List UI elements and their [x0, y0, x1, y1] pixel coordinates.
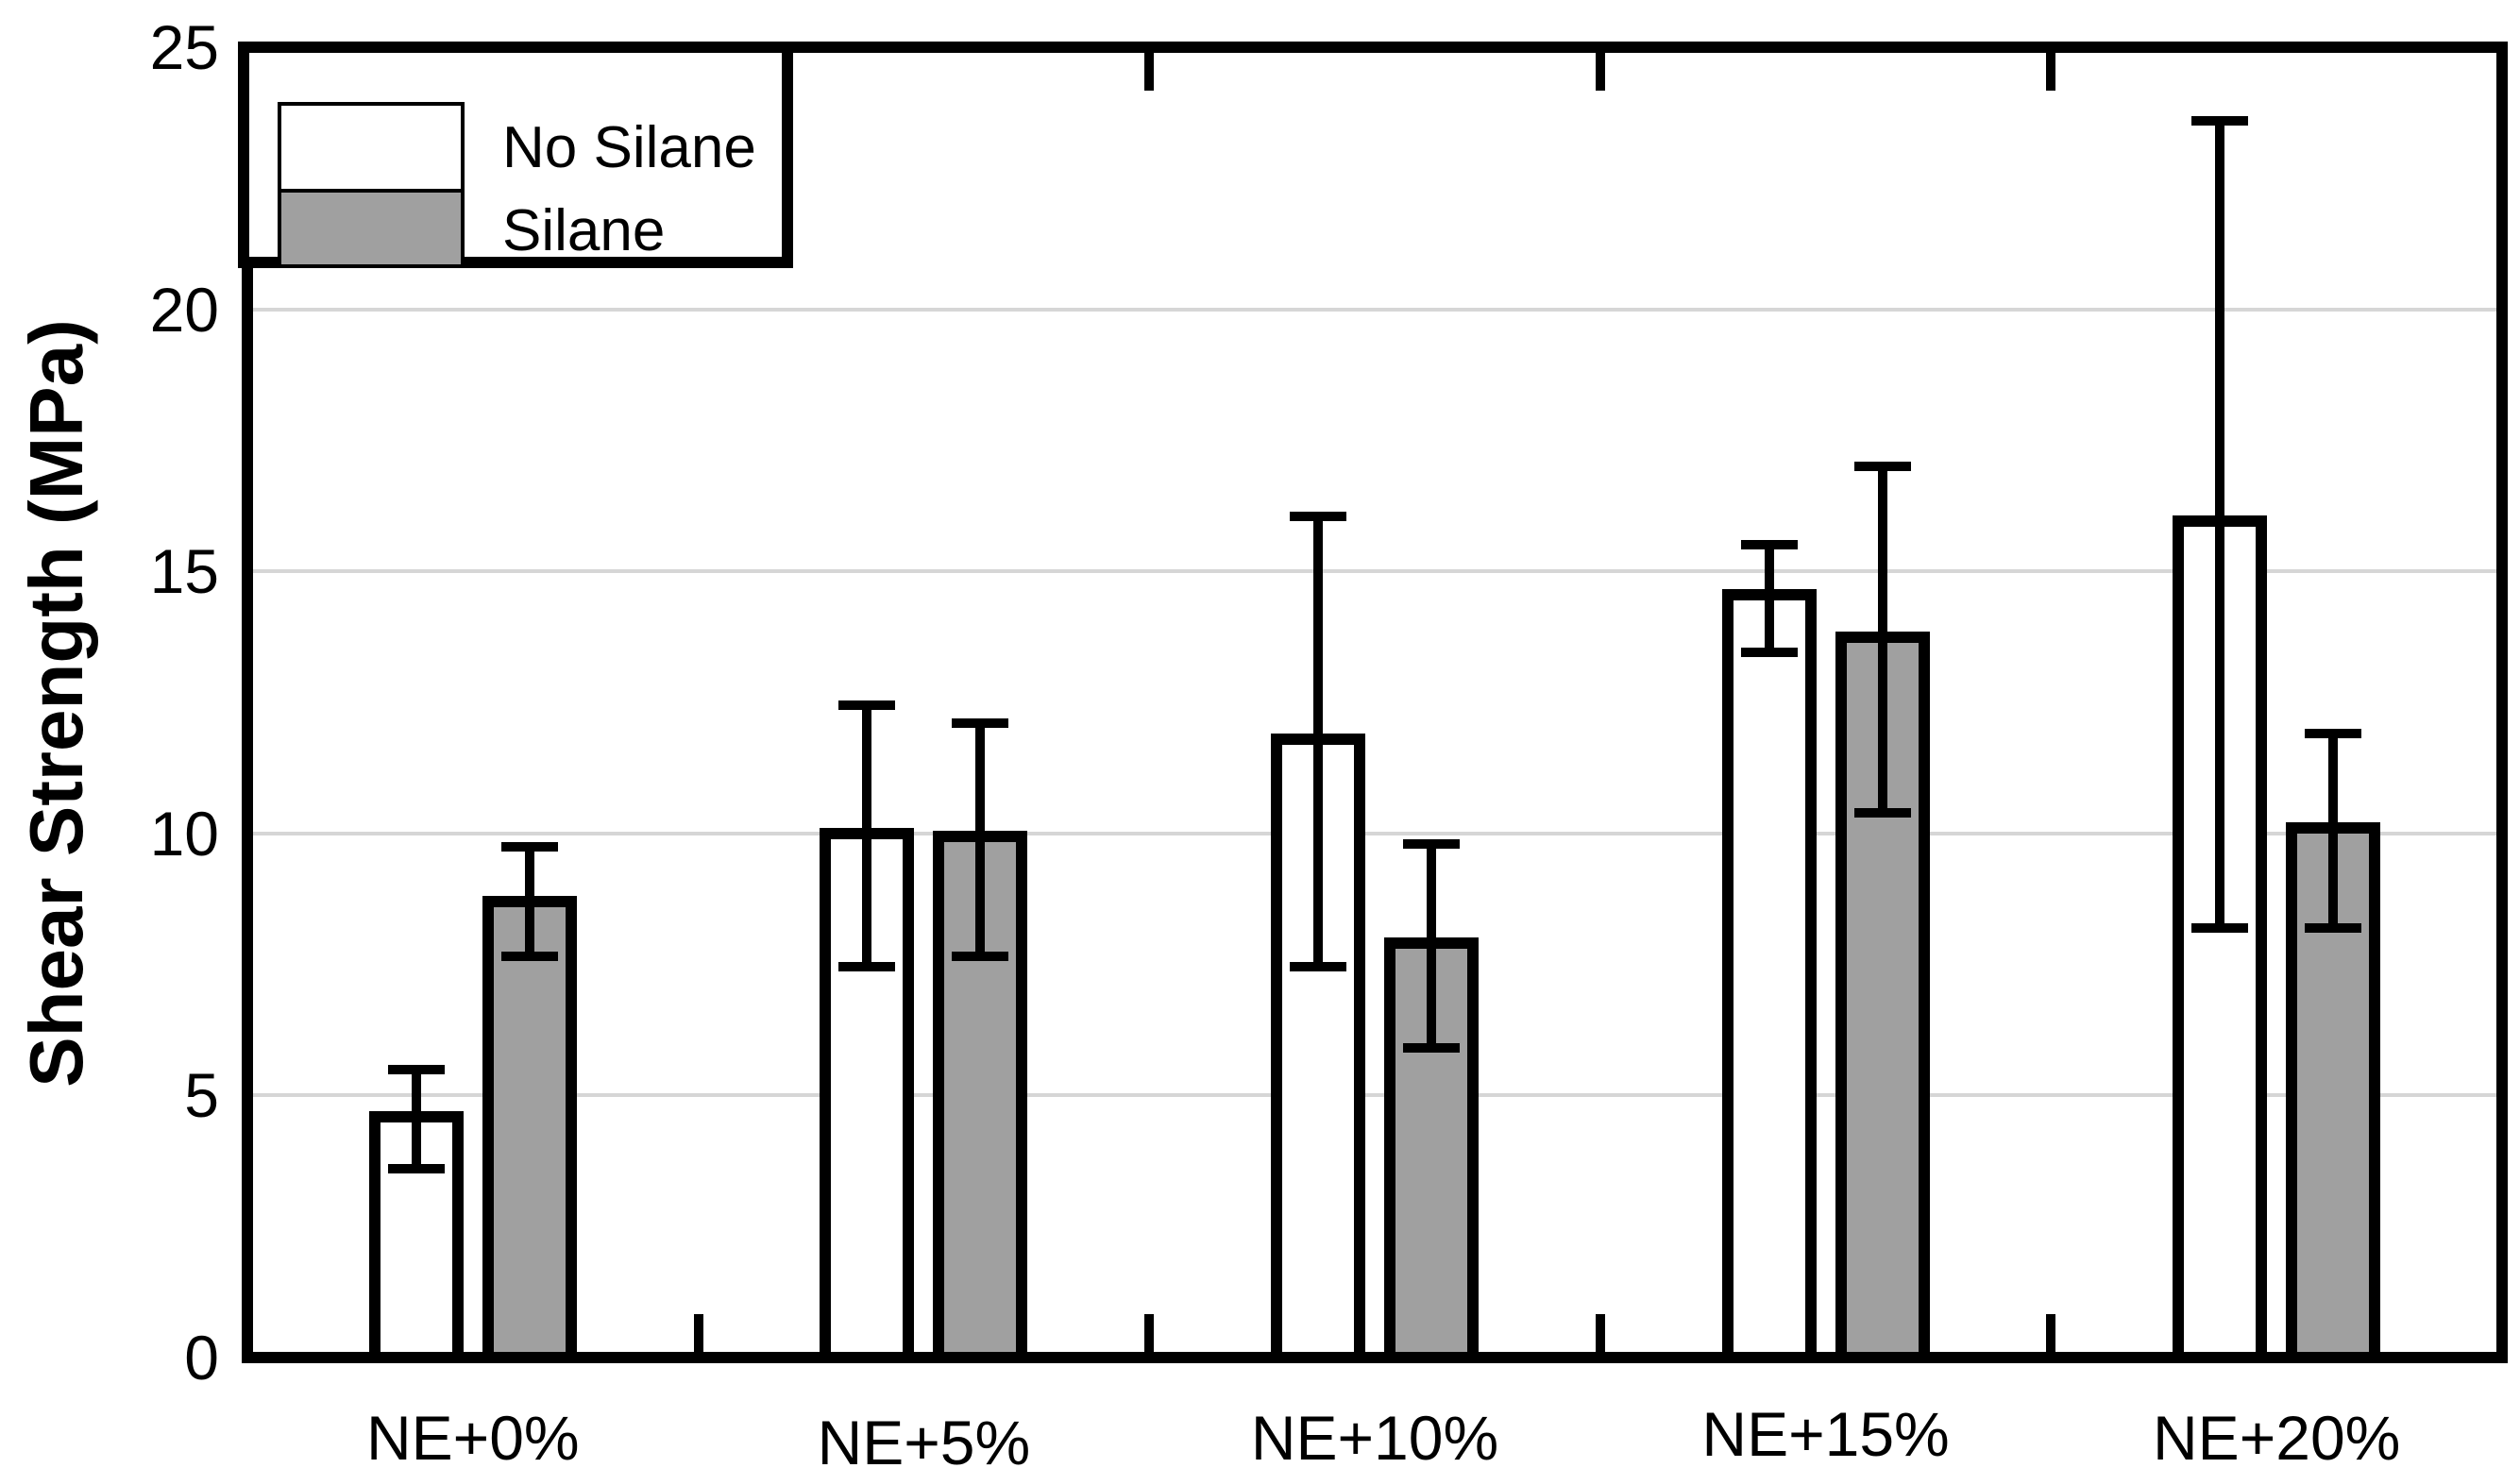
legend-label-no-silane: No Silane: [502, 115, 756, 180]
category-tick-top: [1595, 53, 1605, 91]
gridline-5: [253, 1093, 2496, 1098]
y-tick-label-20: 20: [149, 274, 219, 345]
legend-label-silane: Silane: [502, 198, 666, 263]
error-bar-cap-top: [2191, 115, 2249, 126]
legend-swatch-silane: [278, 189, 465, 268]
gridline-10: [253, 831, 2496, 835]
gridline-20: [253, 307, 2496, 312]
error-bar-cap-bottom: [838, 962, 896, 972]
error-bar-line: [1764, 545, 1774, 653]
error-bar-cap-bottom: [1290, 962, 1346, 972]
error-bar-line: [411, 1069, 421, 1170]
y-tick-label-10: 10: [149, 798, 219, 869]
bar-silane-NE+5%: [933, 830, 1028, 1363]
y-tick-label-5: 5: [184, 1060, 219, 1131]
error-bar-line: [1313, 515, 1323, 968]
error-bar-cap-bottom: [952, 952, 1009, 962]
error-bar-cap-top: [1403, 838, 1460, 849]
x-tick-label-NE+10%: NE+10%: [1250, 1403, 1499, 1468]
error-bar-line: [524, 846, 534, 957]
bar-no-silane-NE+5%: [820, 827, 915, 1363]
category-tick-bottom: [1595, 1314, 1605, 1352]
error-bar-cap-top: [952, 718, 1009, 729]
error-bar-cap-bottom: [500, 952, 558, 962]
y-tick-label-0: 0: [184, 1323, 219, 1392]
category-tick-bottom: [2046, 1314, 2056, 1352]
category-tick-top: [2046, 53, 2056, 91]
category-tick-bottom: [1144, 1314, 1155, 1352]
x-tick-label-NE+0%: NE+0%: [365, 1403, 580, 1468]
bar-no-silane-NE+15%: [1721, 589, 1817, 1363]
error-bar-line: [2328, 734, 2339, 928]
category-tick-bottom: [693, 1314, 703, 1352]
error-bar-cap-top: [1853, 462, 1911, 472]
error-bar-line: [2215, 120, 2225, 928]
error-bar-cap-bottom: [387, 1164, 445, 1174]
x-tick-label-NE+5%: NE+5%: [817, 1408, 1031, 1468]
error-bar-cap-top: [1290, 511, 1346, 521]
y-tick-label-15: 15: [149, 536, 219, 607]
error-bar-cap-top: [387, 1064, 445, 1074]
x-tick-label-NE+20%: NE+20%: [2153, 1403, 2401, 1468]
error-bar-cap-bottom: [1853, 807, 1911, 818]
legend: No Silane Silane: [238, 42, 793, 268]
error-bar-cap-top: [500, 841, 558, 852]
y-tick-label-25: 25: [149, 12, 219, 82]
error-bar-cap-top: [1740, 540, 1798, 550]
error-bar-line: [1427, 843, 1436, 1049]
error-bar-cap-top: [2305, 729, 2362, 739]
error-bar-cap-bottom: [1740, 648, 1798, 658]
error-bar-line: [1877, 466, 1887, 813]
x-tick-label-NE+15%: NE+15%: [1701, 1399, 1950, 1468]
category-tick-top: [1144, 53, 1155, 91]
error-bar-cap-top: [838, 700, 896, 710]
gridline-15: [253, 569, 2496, 574]
error-bar-cap-bottom: [2191, 922, 2249, 933]
error-bar-line: [862, 704, 872, 968]
error-bar-cap-bottom: [1403, 1043, 1460, 1054]
error-bar-cap-bottom: [2305, 922, 2362, 933]
y-axis-title: Shear Strength (MPa): [14, 319, 98, 1088]
legend-swatch-no-silane: [278, 102, 465, 193]
error-bar-line: [975, 723, 986, 957]
bar-silane-NE+0%: [482, 895, 577, 1363]
